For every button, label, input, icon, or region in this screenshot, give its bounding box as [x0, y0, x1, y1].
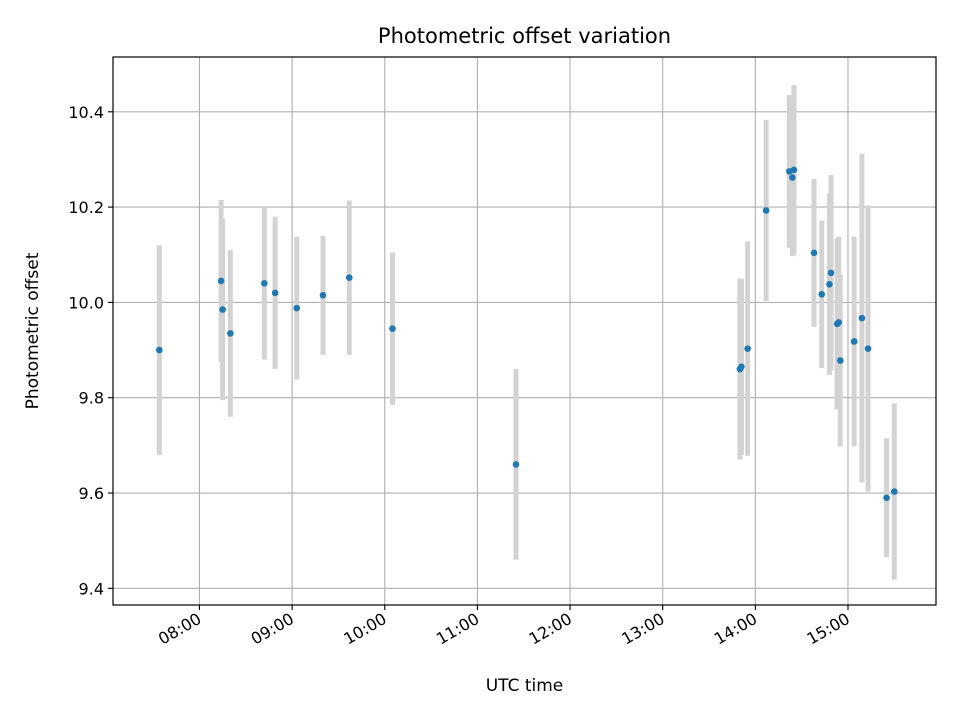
- data-point: [762, 207, 770, 214]
- data-point: [858, 314, 866, 322]
- data-point: [156, 346, 163, 354]
- data-point: [836, 357, 844, 364]
- data-point: [271, 289, 279, 297]
- x-tick-label: 14:00: [711, 609, 760, 649]
- x-tick-label: 15:00: [804, 609, 853, 649]
- data-point: [293, 304, 301, 312]
- grid-lines: [113, 57, 936, 605]
- y-tick-label: 10.4: [68, 103, 104, 122]
- data-point: [217, 277, 225, 285]
- y-tick-label: 10.2: [68, 198, 104, 217]
- x-tick-label: 11:00: [433, 609, 482, 649]
- x-tick-label: 13:00: [618, 609, 667, 649]
- y-tick-label: 9.6: [79, 484, 104, 503]
- chart-title: Photometric offset variation: [378, 24, 671, 48]
- x-axis-title: UTC time: [486, 676, 564, 696]
- data-points: [156, 166, 898, 502]
- data-point: [261, 280, 268, 287]
- y-tick-label: 9.8: [79, 389, 104, 408]
- plot-area: [113, 57, 936, 605]
- data-point: [319, 291, 327, 299]
- data-point: [227, 330, 234, 337]
- data-point: [345, 274, 353, 281]
- data-point: [389, 325, 396, 332]
- data-point: [219, 306, 226, 313]
- data-point: [790, 166, 798, 174]
- data-point: [827, 269, 835, 277]
- data-point: [835, 319, 843, 326]
- data-point: [810, 249, 818, 257]
- data-point: [738, 363, 745, 371]
- x-tick-label: 08:00: [155, 609, 204, 649]
- data-point: [744, 345, 751, 352]
- y-tick-label: 10.0: [68, 293, 104, 312]
- x-tick-label: 12:00: [526, 609, 575, 649]
- x-tick-label: 09:00: [248, 609, 297, 649]
- y-axis-title: Photometric offset: [23, 252, 43, 409]
- plot-frame: [112, 56, 937, 606]
- data-point: [512, 461, 520, 468]
- data-point: [891, 488, 898, 495]
- data-point: [826, 281, 833, 288]
- data-point: [789, 174, 796, 181]
- data-point: [864, 345, 872, 352]
- y-tick-label: 9.4: [79, 579, 104, 598]
- data-point: [883, 494, 890, 502]
- data-point: [818, 291, 826, 298]
- x-tick-label: 10:00: [340, 609, 389, 649]
- data-point: [850, 338, 858, 345]
